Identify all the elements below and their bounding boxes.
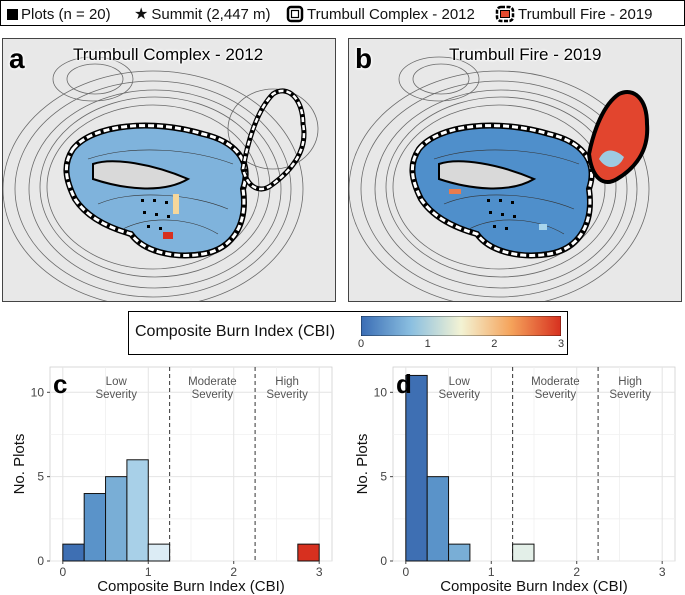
histogram-bar xyxy=(105,476,128,562)
histogram-bar xyxy=(83,493,107,562)
legend-label-fire: Trumbull Fire - 2019 xyxy=(518,5,653,23)
map-title-a: Trumbull Complex - 2012 xyxy=(73,45,264,64)
histogram-c-plot: Low Severity Moderate Severity High Severity 0… xyxy=(11,366,333,595)
x-tick-label: 1 xyxy=(145,565,152,579)
map-legend: Plots (n = 20) ★ Summit (2,447 m) Trumbu… xyxy=(0,0,685,26)
y-axis-label: No. Plots xyxy=(354,434,371,495)
map-panel-b: b Trumbull Fire - 2019 xyxy=(348,38,682,302)
legend-item-fire: Trumbull Fire - 2019 xyxy=(495,4,653,24)
square-icon xyxy=(7,8,18,20)
panel-label-b: b xyxy=(355,43,373,74)
severity-label: Low Severity xyxy=(95,376,137,401)
severity-label: High Severity xyxy=(266,376,308,401)
x-axis-label: Composite Burn Index (CBI) xyxy=(97,578,285,595)
severity-label: Moderate Severity xyxy=(188,376,237,401)
x-axis-label: Composite Burn Index (CBI) xyxy=(440,578,628,595)
y-tick-label: 10 xyxy=(31,385,45,399)
legend-item-plots: Plots (n = 20) xyxy=(7,4,111,24)
x-tick-label: 1 xyxy=(488,565,495,579)
x-tick-label: 0 xyxy=(402,565,409,579)
x-tick-label: 3 xyxy=(659,565,666,579)
cbi-tick-label: 1 xyxy=(424,338,431,350)
histogram-bar xyxy=(426,476,450,562)
legend-label-summit: Summit (2,447 m) xyxy=(151,5,271,23)
histogram-bar xyxy=(62,543,85,562)
terrain-map-b xyxy=(349,39,681,301)
histogram-d-plot: Low Severity Moderate Severity High Severity 0… xyxy=(354,366,676,595)
x-tick-label: 0 xyxy=(59,565,66,579)
panel-label: c xyxy=(53,369,67,399)
histogram-c: Low Severity Moderate Severity High Severity 0… xyxy=(2,355,342,595)
cbi-colorbar-legend: Composite Burn Index (CBI) 0 1 2 3 xyxy=(128,311,568,355)
map-title-b: Trumbull Fire - 2019 xyxy=(449,45,602,64)
y-tick-label: 5 xyxy=(37,470,44,484)
severity-label: Low Severity xyxy=(438,376,480,401)
histogram-bar xyxy=(448,543,471,562)
cbi-colorbar xyxy=(361,316,561,336)
legend-item-complex: Trumbull Complex - 2012 xyxy=(286,4,475,24)
histogram-bar xyxy=(405,374,428,562)
map-panel-a: a Trumbull Complex - 2012 xyxy=(2,38,336,302)
x-tick-label: 3 xyxy=(316,565,323,579)
severity-label: High Severity xyxy=(609,376,651,401)
legend-label-plots: Plots (n = 20) xyxy=(21,5,111,23)
star-icon: ★ xyxy=(134,6,149,23)
cbi-tick-label: 2 xyxy=(491,338,498,350)
cbi-tick-label: 0 xyxy=(357,338,365,350)
histogram-bar xyxy=(126,459,149,562)
fire-perimeter-icon xyxy=(495,5,515,23)
legend-item-summit: ★ Summit (2,447 m) xyxy=(134,4,271,24)
outline-square-icon xyxy=(286,5,304,23)
x-tick-label: 2 xyxy=(230,565,237,579)
panel-label-a: a xyxy=(9,43,25,74)
y-axis-label: No. Plots xyxy=(11,434,28,495)
cbi-legend-title: Composite Burn Index (CBI) xyxy=(135,323,336,340)
plot-markers xyxy=(141,199,170,230)
x-tick-label: 2 xyxy=(573,565,580,579)
y-tick-label: 0 xyxy=(380,554,387,568)
cbi-tick-label: 3 xyxy=(557,338,565,350)
terrain-map-a xyxy=(3,39,335,301)
histogram-bar xyxy=(147,543,171,562)
histogram-bar xyxy=(512,543,535,562)
histogram-d: Low Severity Moderate Severity High Severity 0… xyxy=(345,355,685,595)
legend-label-complex: Trumbull Complex - 2012 xyxy=(307,5,475,23)
y-tick-label: 10 xyxy=(374,385,388,399)
panel-label: d xyxy=(396,369,412,399)
y-tick-label: 5 xyxy=(380,470,387,484)
histogram-bar xyxy=(297,543,320,562)
severity-label: Moderate Severity xyxy=(531,376,580,401)
y-tick-label: 0 xyxy=(37,554,44,568)
contour-lines xyxy=(3,56,319,301)
